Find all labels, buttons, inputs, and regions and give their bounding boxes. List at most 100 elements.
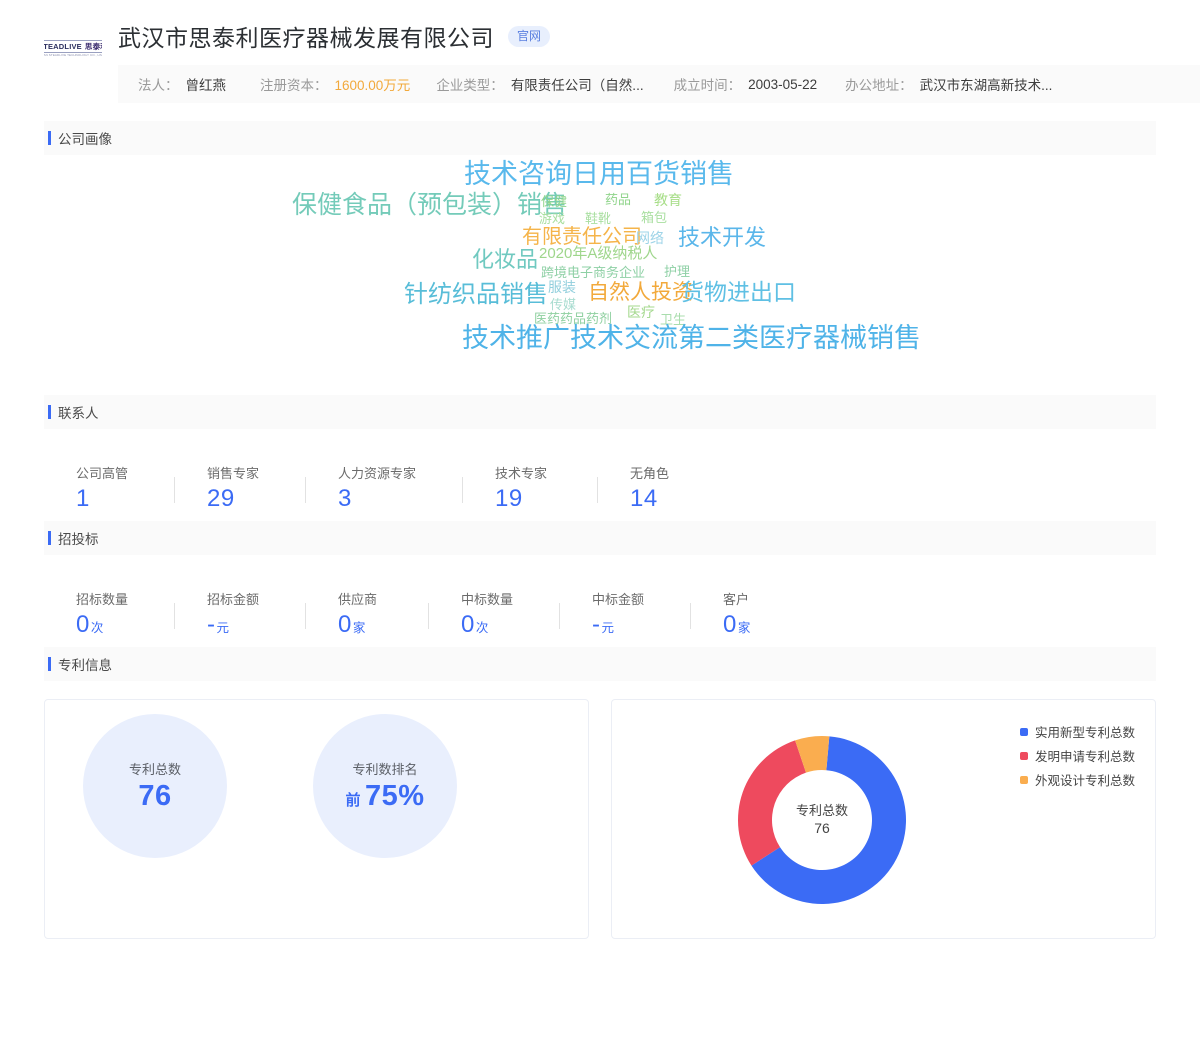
word-cloud-term[interactable]: 货物进出口 <box>681 279 796 305</box>
logo-subtitle-text: WUHAN STEADLIVE TECHNOLOGY CO., LIMITED <box>44 53 102 58</box>
donut-segment[interactable] <box>795 736 830 773</box>
word-cloud-term[interactable]: 针纺织品销售 <box>404 281 548 308</box>
stat-bidding-2[interactable]: 供应商 0家 <box>306 589 429 647</box>
word-cloud-term[interactable]: 技术开发 <box>678 225 767 250</box>
stat-value: -元 <box>207 611 306 639</box>
info-label: 注册资本： <box>260 78 328 93</box>
word-cloud-term[interactable]: 2020年A级纳税人 <box>539 245 658 262</box>
patent-total-bubble[interactable]: 专利总数 76 <box>83 714 227 858</box>
word-cloud-term[interactable]: 医疗 <box>627 304 655 320</box>
word-cloud-term[interactable]: 鞋靴 <box>585 211 612 226</box>
stat-contacts-3[interactable]: 技术专家 19 <box>463 463 598 521</box>
stat-unit: 元 <box>601 621 615 635</box>
info-label: 法人： <box>138 78 179 93</box>
stat-value: 0次 <box>461 611 560 639</box>
stat-unit: 家 <box>352 621 366 635</box>
contacts-stat-row: 公司高管 1 销售专家 29 人力资源专家 3 技术专家 19 无角色 14 <box>44 429 1156 521</box>
word-cloud-term[interactable]: 技术咨询日用百货销售 <box>464 159 734 189</box>
page-header: STEADLIVE思泰利 WUHAN STEADLIVE TECHNOLOGY … <box>0 0 1200 103</box>
company-logo: STEADLIVE思泰利 WUHAN STEADLIVE TECHNOLOGY … <box>44 22 102 70</box>
legend-color-swatch <box>1019 727 1028 736</box>
word-cloud-term[interactable]: 教育 <box>654 192 682 208</box>
info-label: 办公地址： <box>845 78 913 93</box>
stat-divider <box>462 477 463 503</box>
bubble-value: 前 75% <box>345 780 424 813</box>
word-cloud-term[interactable]: 传媒 <box>550 297 577 312</box>
donut-segment[interactable] <box>751 736 906 904</box>
stat-contacts-4[interactable]: 无角色 14 <box>598 463 718 521</box>
bidding-stat-row: 招标数量 0次 招标金额 -元 供应商 0家 中标数量 0次 中标金额 -元 客… <box>44 555 1156 647</box>
stat-bidding-0[interactable]: 招标数量 0次 <box>44 589 175 647</box>
stat-label: 招标数量 <box>76 592 129 607</box>
legend-label: 实用新型专利总数 <box>1034 726 1135 740</box>
word-cloud-term[interactable]: 有限责任公司 <box>522 226 642 248</box>
patent-rank-bubble[interactable]: 专利数排名 前 75% <box>313 714 457 858</box>
info-value: 有限责任公司（自然... <box>510 78 644 93</box>
info-label: 企业类型： <box>436 78 504 93</box>
legend-item[interactable]: 外观设计专利总数 <box>1019 770 1135 789</box>
legend-item[interactable]: 发明申请专利总数 <box>1019 746 1135 765</box>
info-item-registered-capital: 注册资本： 1600.00万元 <box>260 74 410 94</box>
stat-bidding-4[interactable]: 中标金额 -元 <box>560 589 691 647</box>
section-header-profile: 公司画像 <box>44 121 1156 155</box>
stat-value: 14 <box>630 485 658 512</box>
info-item-establish-date: 成立时间： 2003-05-22 <box>674 74 818 94</box>
word-cloud-term[interactable]: 服装 <box>548 279 576 295</box>
stat-label: 中标数量 <box>461 592 514 607</box>
section-header-patent: 专利信息 <box>44 647 1156 681</box>
word-cloud-term[interactable]: 箱包 <box>641 210 668 225</box>
stat-number: 0 <box>723 611 737 638</box>
stat-divider <box>174 603 175 629</box>
section-title: 招投标 <box>58 532 99 547</box>
word-cloud-term[interactable]: 跨境电子商务企业 <box>541 265 646 280</box>
bubble-value-number: 75% <box>364 780 425 812</box>
stat-label: 客户 <box>723 592 750 607</box>
company-info-bar: 法人： 曾红燕 注册资本： 1600.00万元 企业类型： 有限责任公司（自然.… <box>118 65 1200 103</box>
stat-number: 0 <box>338 611 352 638</box>
stat-contacts-0[interactable]: 公司高管 1 <box>44 463 175 521</box>
logo-brand-cn-text: 思泰利 <box>84 41 102 51</box>
stat-bidding-1[interactable]: 招标金额 -元 <box>175 589 306 647</box>
legend-label: 发明申请专利总数 <box>1034 750 1135 764</box>
stat-divider <box>559 603 560 629</box>
stat-number: 0 <box>461 611 475 638</box>
word-cloud-term[interactable]: 保健食品（预包装）销售 <box>292 191 568 219</box>
section-title: 联系人 <box>58 406 99 421</box>
stat-value: 3 <box>338 485 352 512</box>
word-cloud-term[interactable]: 网络 <box>636 230 664 246</box>
stat-divider <box>305 477 306 503</box>
word-cloud-term[interactable]: 化妆品 <box>472 247 539 272</box>
stat-contacts-2[interactable]: 人力资源专家 3 <box>306 463 463 521</box>
stat-label: 招标金额 <box>207 592 260 607</box>
word-cloud-term[interactable]: 医药药品药剂 <box>534 311 613 326</box>
stat-divider <box>428 603 429 629</box>
stat-label: 供应商 <box>338 592 378 607</box>
stat-bidding-3[interactable]: 中标数量 0次 <box>429 589 560 647</box>
word-cloud-term[interactable]: 护理 <box>664 264 691 279</box>
word-cloud-term[interactable]: 自然人投资 <box>588 281 693 304</box>
stat-unit: 元 <box>216 621 230 635</box>
word-cloud-term[interactable]: 保健 <box>541 194 568 209</box>
stat-contacts-1[interactable]: 销售专家 29 <box>175 463 306 521</box>
legend-item[interactable]: 实用新型专利总数 <box>1019 722 1135 741</box>
word-cloud-term[interactable]: 游戏 <box>539 211 566 226</box>
stat-unit: 次 <box>90 621 104 635</box>
stat-label: 公司高管 <box>76 466 129 481</box>
info-item-office-address: 办公地址： 武汉市东湖高新技术... <box>845 74 1052 94</box>
stat-bidding-5[interactable]: 客户 0家 <box>691 589 811 647</box>
stat-value: -元 <box>592 611 691 639</box>
patent-distribution-card: 专利总数 76 实用新型专利总数 发明申请专利总数外观设计专利总数 <box>611 699 1156 939</box>
word-cloud-term[interactable]: 药品 <box>605 192 632 207</box>
word-cloud-term[interactable]: 技术推广技术交流第二类医疗器械销售 <box>462 323 921 353</box>
stat-label: 中标金额 <box>592 592 645 607</box>
patent-donut-chart[interactable]: 专利总数 76 <box>722 720 922 920</box>
bubble-label: 专利数排名 <box>352 762 418 777</box>
stat-label: 人力资源专家 <box>338 466 417 481</box>
donut-segment[interactable] <box>738 740 806 866</box>
stat-value: 19 <box>495 485 523 512</box>
info-item-legal-person: 法人： 曾红燕 <box>138 74 226 94</box>
stat-label: 销售专家 <box>207 466 260 481</box>
bubble-value: 76 <box>138 780 172 812</box>
word-cloud-term[interactable]: 卫生 <box>660 312 687 327</box>
official-site-badge[interactable]: 官网 <box>508 25 551 47</box>
